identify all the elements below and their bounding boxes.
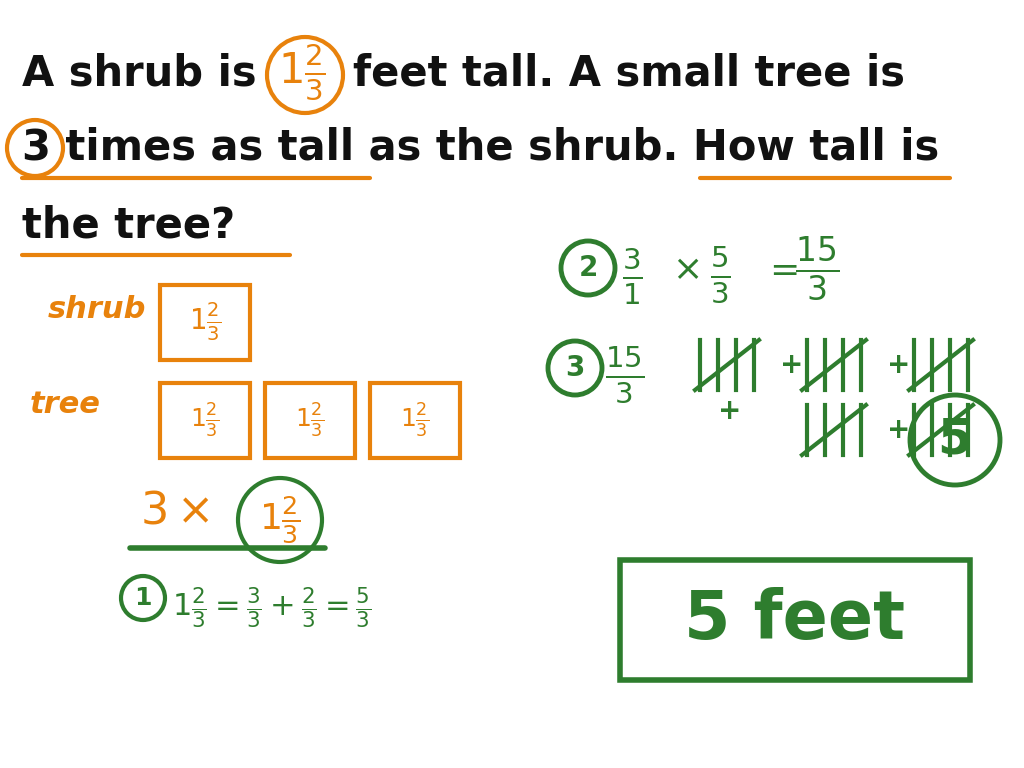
Text: $\frac{3}{1}$: $\frac{3}{1}$ (622, 245, 642, 307)
Bar (370, 383, 460, 458)
Text: 1: 1 (134, 586, 152, 610)
Text: 3: 3 (565, 354, 585, 382)
Text: +: + (718, 397, 741, 425)
Bar (160, 383, 250, 458)
Text: 5: 5 (938, 416, 973, 464)
Text: +: + (780, 351, 804, 379)
Text: feet tall. A small tree is: feet tall. A small tree is (353, 52, 905, 94)
Text: $1\frac{2}{3}$: $1\frac{2}{3}$ (278, 42, 325, 103)
Text: 3 times as tall as the shrub. How tall is: 3 times as tall as the shrub. How tall i… (22, 127, 939, 169)
Text: $\frac{15}{3}$: $\frac{15}{3}$ (605, 345, 644, 406)
Text: tree: tree (30, 390, 101, 419)
Text: $1\frac{2}{3}$: $1\frac{2}{3}$ (296, 401, 325, 439)
Bar (160, 285, 250, 360)
Text: A shrub is: A shrub is (22, 52, 257, 94)
Text: the tree?: the tree? (22, 205, 236, 247)
Text: $1\frac{2}{3}$: $1\frac{2}{3}$ (259, 495, 300, 545)
Bar (620, 560, 970, 680)
Text: $=$: $=$ (762, 252, 798, 286)
Text: $\frac{15}{3}$: $\frac{15}{3}$ (795, 235, 839, 304)
Text: +: + (887, 416, 910, 444)
Text: $1\frac{2}{3} = \frac{3}{3} + \frac{2}{3} = \frac{5}{3}$: $1\frac{2}{3} = \frac{3}{3} + \frac{2}{3… (172, 585, 372, 631)
Text: $1\frac{2}{3}$: $1\frac{2}{3}$ (400, 401, 429, 439)
Text: $3 \times$: $3 \times$ (140, 490, 210, 533)
Text: $\frac{5}{3}$: $\frac{5}{3}$ (710, 245, 730, 306)
Text: 2: 2 (579, 254, 598, 282)
Text: 5 feet: 5 feet (684, 587, 905, 653)
Text: $1\frac{2}{3}$: $1\frac{2}{3}$ (190, 401, 219, 439)
Text: $1\frac{2}{3}$: $1\frac{2}{3}$ (189, 301, 221, 343)
Text: +: + (887, 351, 910, 379)
Text: shrub: shrub (48, 295, 146, 324)
Text: $\times$: $\times$ (672, 252, 699, 286)
Bar (265, 383, 355, 458)
